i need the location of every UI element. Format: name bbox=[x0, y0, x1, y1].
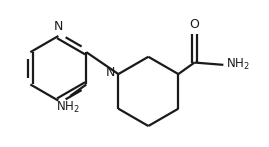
Text: NH$_2$: NH$_2$ bbox=[56, 100, 80, 115]
Text: O: O bbox=[190, 18, 199, 31]
Text: N: N bbox=[106, 66, 115, 79]
Text: NH$_2$: NH$_2$ bbox=[226, 57, 249, 72]
Text: N: N bbox=[54, 20, 63, 33]
